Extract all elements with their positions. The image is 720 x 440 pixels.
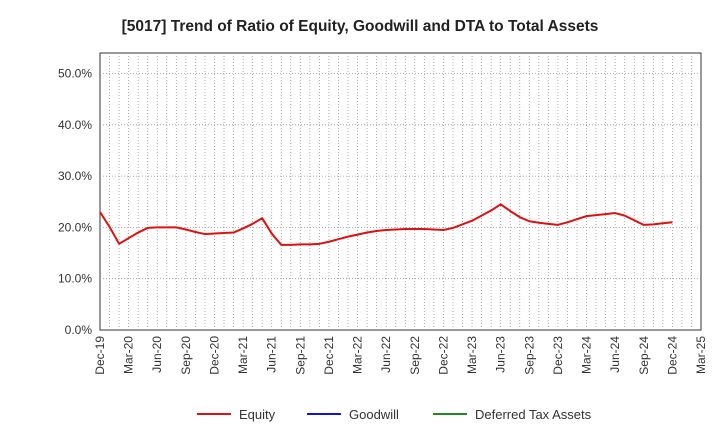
x-tick-label: Mar-22: [351, 336, 365, 374]
x-tick-label: Sep-20: [179, 336, 193, 375]
x-tick-label: Sep-24: [637, 336, 651, 375]
x-tick-label: Dec-23: [551, 336, 565, 375]
series-lines: [99, 203, 673, 246]
y-tick-label: 20.0%: [58, 220, 92, 234]
legend-label: Deferred Tax Assets: [475, 407, 592, 422]
y-gridlines: [100, 73, 701, 280]
x-gridlines: [109, 53, 692, 330]
x-tick-label: Sep-22: [408, 336, 422, 375]
y-tick-label: 0.0%: [65, 323, 93, 337]
legend-label: Goodwill: [349, 407, 399, 422]
y-tick-label: 30.0%: [58, 169, 92, 183]
x-tick-label: Jun-22: [379, 336, 393, 373]
series-line-equity: [99, 203, 673, 246]
x-tick-label: Dec-21: [322, 336, 336, 375]
chart-title: [5017] Trend of Ratio of Equity, Goodwil…: [122, 18, 599, 35]
x-tick-label: Mar-21: [236, 336, 250, 374]
x-tick-label: Mar-24: [580, 336, 594, 374]
y-tick-label: 40.0%: [58, 118, 92, 132]
x-tick-label: Mar-25: [694, 336, 708, 374]
y-tick-label: 10.0%: [58, 272, 92, 286]
x-tick-label: Jun-24: [608, 336, 622, 373]
x-tick-label: Jun-23: [494, 336, 508, 373]
y-tick-labels: 0.0% 10.0% 20.0% 30.0% 40.0% 50.0%: [58, 67, 92, 337]
x-tick-label: Dec-22: [436, 336, 450, 375]
x-tick-label: Dec-19: [93, 336, 107, 375]
x-tick-label: Jun-21: [265, 336, 279, 373]
x-tick-label: Mar-23: [465, 336, 479, 374]
legend: Equity Goodwill Deferred Tax Assets: [197, 407, 592, 422]
x-tick-labels: Dec-19 Mar-20 Jun-20 Sep-20 Dec-20 Mar-21 Jun-…: [93, 336, 708, 375]
x-tick-label: Jun-20: [150, 336, 164, 373]
plot-area: [99, 52, 702, 331]
x-tick-label: Sep-21: [293, 336, 307, 375]
y-tick-label: 50.0%: [58, 67, 92, 81]
x-tick-label: Dec-20: [207, 336, 221, 375]
x-tick-label: Mar-20: [122, 336, 136, 374]
x-tick-label: Dec-24: [665, 336, 679, 375]
legend-label: Equity: [239, 407, 276, 422]
x-tick-label: Sep-23: [522, 336, 536, 375]
